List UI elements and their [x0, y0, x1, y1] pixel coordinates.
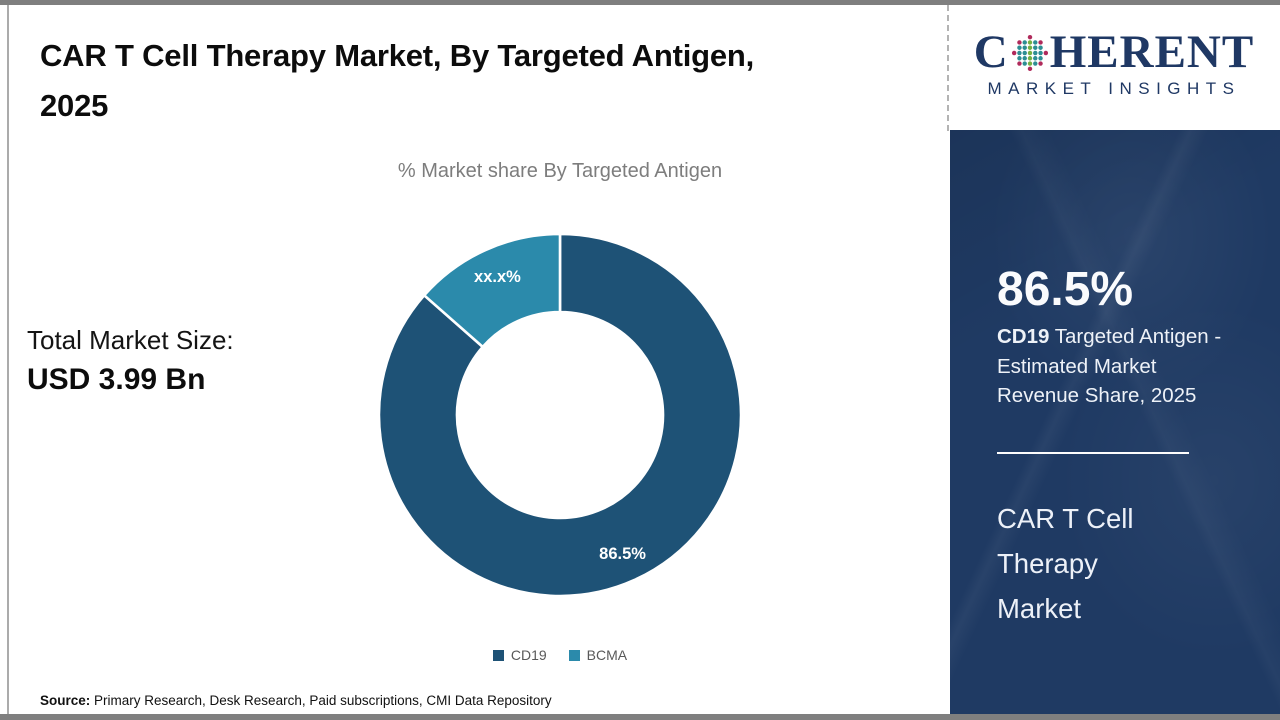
slice-label-cd19: 86.5% [599, 545, 646, 563]
legend-item-bcma: BCMA [568, 647, 628, 663]
vertical-dashed-divider [947, 5, 949, 131]
headline-stat-description: CD19 Targeted Antigen - Estimated Market… [997, 322, 1237, 411]
headline-stat-value: 86.5% [997, 263, 1134, 316]
donut-chart: 86.5% xx.x% [360, 215, 760, 615]
legend-item-cd19: CD19 [492, 647, 547, 663]
donut-slice-bcma [422, 232, 562, 349]
frame-bottom-border [0, 714, 1280, 720]
legend-swatch-bcma [568, 649, 580, 661]
logo-subtitle: MARKET INSIGHTS [987, 79, 1241, 98]
donut-chart-svg: 86.5% xx.x% [377, 232, 743, 598]
coherent-globe-icon [1011, 34, 1048, 71]
logo-wordmark: C HERENT [964, 29, 1264, 76]
panel-divider-line [997, 452, 1189, 454]
panel-market-name: CAR T Cell Therapy Market [997, 503, 1134, 624]
donut-slice-cd19 [377, 232, 743, 598]
stat-desc-segment: CD19 [997, 325, 1050, 348]
total-market-size-value: USD 3.99 Bn [27, 363, 206, 396]
chart-subtitle: % Market share By Targeted Antigen [397, 160, 723, 182]
map-texture-overlay-2 [950, 130, 1280, 714]
legend-swatch-cd19 [492, 649, 504, 661]
page-title-line1: CAR T Cell Therapy Market, By Targeted A… [40, 38, 755, 73]
source-text: Primary Research, Desk Research, Paid su… [90, 693, 552, 708]
page-title-line2: 2025 [40, 88, 109, 123]
frame-top-border [0, 0, 1280, 5]
stat-desc-rest: Targeted Antigen - Estimated Market Reve… [997, 325, 1222, 407]
right-stat-panel: 86.5% CD19 Targeted Antigen - Estimated … [950, 130, 1280, 714]
page-title: CAR T Cell Therapy Market, By Targeted A… [40, 31, 930, 131]
total-market-size-block: Total Market Size: USD 3.99 Bn [27, 325, 234, 397]
coherent-logo: C HERENT MARKET INSIGHTS [950, 5, 1280, 130]
map-texture-overlay [950, 130, 1280, 714]
legend-label-bcma: BCMA [586, 647, 628, 663]
slice-label-bcma: xx.x% [474, 268, 521, 286]
total-market-size-label: Total Market Size: [27, 325, 234, 355]
chart-legend: CD19 BCMA [160, 647, 960, 663]
logo-word-rest: HERENT [1049, 26, 1255, 78]
logo-letter-c: C [973, 26, 1009, 78]
source-line: Source: Primary Research, Desk Research,… [40, 693, 552, 708]
frame-left-border [7, 5, 9, 714]
legend-label-cd19: CD19 [510, 647, 547, 663]
source-label: Source: [40, 693, 91, 708]
